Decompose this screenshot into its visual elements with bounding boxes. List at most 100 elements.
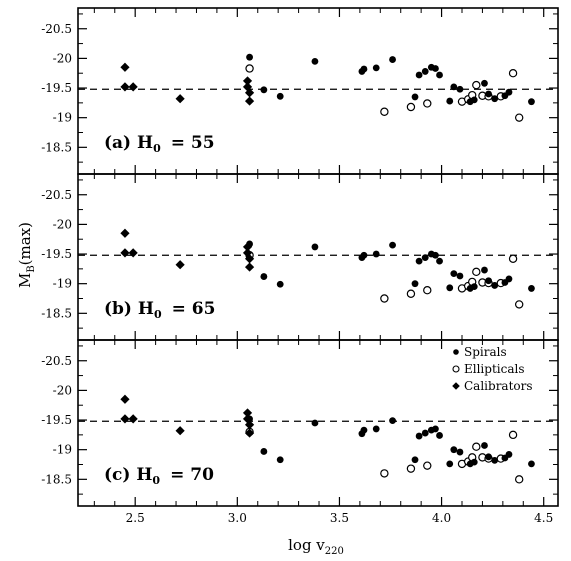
panel-label-prefix: (c) H — [104, 465, 152, 485]
spiral-point — [481, 79, 488, 87]
panel-label: (b) H0 = 65 — [104, 299, 215, 321]
spiral-point — [485, 277, 492, 285]
calibrator-point — [242, 242, 253, 252]
y-tick-label: -19 — [53, 111, 72, 125]
elliptical-point — [245, 64, 254, 73]
y-tick-label: -20.5 — [41, 188, 72, 202]
elliptical-point — [423, 286, 432, 295]
y-tick-label: -19 — [53, 443, 72, 457]
calibrator-point — [175, 426, 185, 436]
y-tick-label: -18.5 — [41, 472, 72, 486]
spiral-point — [446, 460, 454, 468]
spiral-point — [528, 460, 535, 468]
spiral-point — [260, 273, 268, 280]
x-tick-label: 4.5 — [534, 511, 553, 525]
spiral-point — [432, 65, 439, 72]
spiral-point — [491, 95, 499, 103]
legend-marker-spirals — [453, 349, 459, 355]
legend-label: Ellipticals — [464, 362, 525, 376]
spiral-point — [505, 451, 513, 458]
spiral-point — [505, 275, 513, 283]
panel-0: -20.5 -20 -19.5 -19 -18.5 (a) H0 = 55 — [41, 7, 559, 175]
panel-1: -20.5 -20 -19.5 -19 -18.5 (b) H0 = 65 — [41, 173, 559, 341]
spiral-point — [421, 429, 429, 437]
calibrator-point — [128, 82, 138, 92]
elliptical-point — [508, 69, 518, 78]
spiral-point — [470, 458, 478, 466]
elliptical-point — [380, 469, 389, 478]
x-tick-label: 2.5 — [126, 511, 145, 525]
calibrator-point — [128, 414, 138, 424]
calibrator-point — [120, 248, 130, 258]
spiral-point — [260, 86, 268, 94]
calibrator-point — [120, 62, 130, 72]
spiral-point — [505, 88, 513, 96]
elliptical-point — [380, 294, 389, 303]
y-tick-label: -18.5 — [41, 140, 72, 154]
spiral-point — [389, 241, 396, 249]
spiral-point — [491, 282, 499, 289]
panel-label: (a) H0 = 55 — [104, 133, 215, 155]
y-tick-label: -20 — [53, 383, 72, 397]
panel-label-sub: 0 — [153, 142, 161, 155]
legend-marker-ellipticals — [452, 365, 460, 373]
panel-label-sub: 0 — [152, 474, 160, 487]
spiral-point — [436, 432, 443, 439]
calibrator-point — [242, 414, 253, 424]
spiral-point — [491, 456, 499, 464]
elliptical-point — [406, 464, 416, 473]
x-axis-label-main: log v — [288, 536, 325, 554]
spiral-point — [485, 453, 492, 461]
spiral-point — [415, 71, 423, 79]
spiral-point — [311, 419, 319, 427]
y-tick-label: -19.5 — [41, 81, 72, 95]
spiral-point — [456, 85, 464, 93]
panels-group: -20.5-20-19.5-19-18.5 (a) H0 = 55-20.5-20-… — [41, 7, 559, 525]
elliptical-point — [472, 442, 481, 451]
elliptical-point — [508, 430, 518, 440]
y-tick-label: -18.5 — [41, 306, 72, 320]
y-tick-label: -20 — [53, 51, 72, 65]
spiral-point — [311, 57, 319, 65]
spiral-point — [450, 83, 458, 91]
elliptical-point — [508, 254, 518, 263]
calibrator-point — [244, 428, 255, 438]
y-axis-label-sub: B — [26, 265, 37, 272]
spiral-point — [485, 90, 492, 98]
spiral-point — [415, 432, 423, 440]
elliptical-point — [423, 461, 432, 470]
spiral-point — [411, 93, 419, 101]
calibrator-point — [244, 420, 255, 430]
calibrator-point — [244, 96, 255, 106]
legend-label: Calibrators — [464, 379, 533, 393]
calibrator-point — [242, 76, 253, 86]
spiral-point — [360, 426, 368, 434]
elliptical-point — [423, 99, 432, 108]
panel-label-sub: 0 — [154, 308, 162, 321]
spiral-point — [456, 272, 464, 280]
legend: Spirals Ellipticals Calibrators — [452, 345, 533, 393]
spiral-point — [360, 65, 368, 73]
elliptical-point — [514, 300, 524, 309]
panel-frame — [77, 339, 559, 507]
legend-marker-calibrators — [452, 382, 460, 390]
spiral-point — [470, 283, 478, 291]
calibrator-point — [120, 414, 130, 424]
calibrator-point — [175, 94, 185, 104]
y-axis-label: MB(max) — [16, 222, 37, 288]
x-axis-label: log v220 — [288, 536, 344, 557]
spiral-point — [432, 251, 439, 259]
panel-label-value: = 70 — [170, 465, 214, 485]
elliptical-point — [514, 113, 524, 122]
y-axis-label-main: M — [16, 273, 34, 288]
panel-label-value: = 55 — [171, 133, 215, 153]
calibrator-point — [120, 82, 130, 92]
spiral-point — [456, 448, 464, 456]
calibrator-point — [244, 88, 255, 98]
calibrator-point — [120, 228, 130, 238]
y-tick-label: -19.5 — [41, 247, 72, 261]
spiral-point — [411, 280, 419, 288]
panel-label-prefix: (b) H — [104, 299, 154, 319]
elliptical-point — [514, 475, 524, 484]
